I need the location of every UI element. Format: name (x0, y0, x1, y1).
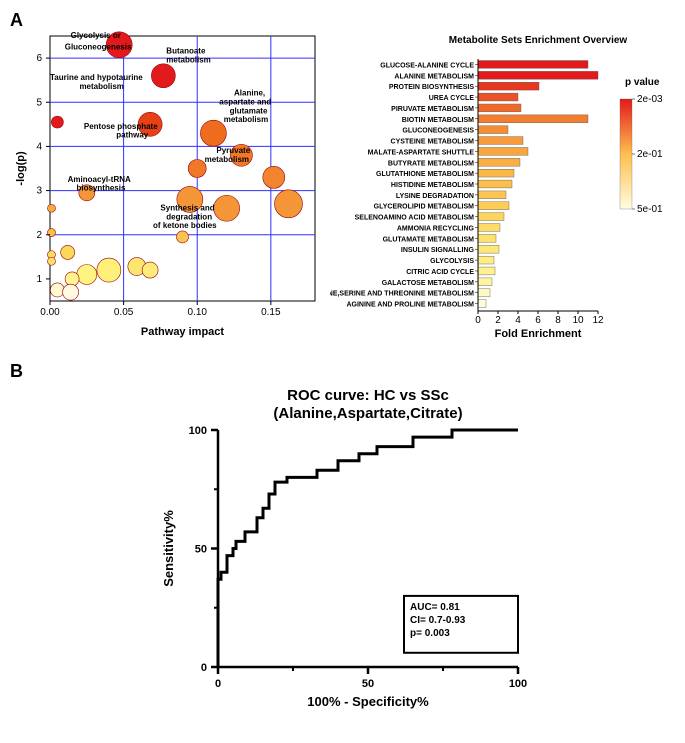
svg-text:GLYCINE,SERINE AND THREONINE M: GLYCINE,SERINE AND THREONINE METABOLISM (330, 291, 474, 298)
panel-b-label: B (10, 361, 675, 382)
bubble-svg: Glycolysis orGluconeogenesisButanoatemet… (10, 31, 320, 341)
svg-text:0: 0 (200, 662, 206, 674)
svg-text:glutamate: glutamate (230, 106, 268, 115)
bubble-chart: Glycolysis orGluconeogenesisButanoatemet… (10, 31, 320, 341)
svg-text:Pyruvate: Pyruvate (216, 146, 250, 155)
svg-text:metabolism: metabolism (205, 155, 249, 164)
svg-text:GLUTATHIONE METABOLISM: GLUTATHIONE METABOLISM (376, 171, 474, 178)
svg-text:1: 1 (36, 274, 42, 285)
svg-text:p value: p value (625, 77, 660, 88)
svg-text:HISTIDINE METABOLISM: HISTIDINE METABOLISM (391, 182, 474, 189)
svg-text:50: 50 (361, 678, 373, 690)
svg-text:UREA CYCLE: UREA CYCLE (429, 95, 475, 102)
svg-text:Glycolysis or: Glycolysis or (71, 31, 121, 40)
svg-text:CITRIC ACID CYCLE: CITRIC ACID CYCLE (406, 269, 474, 276)
svg-text:GLYCOLYSIS: GLYCOLYSIS (430, 258, 474, 265)
svg-text:50: 50 (194, 544, 206, 556)
svg-text:Butanoate: Butanoate (166, 47, 206, 56)
svg-text:Metabolite Sets Enrichment Ove: Metabolite Sets Enrichment Overview (449, 35, 628, 46)
svg-text:2e-03: 2e-03 (637, 94, 663, 105)
svg-text:10: 10 (572, 315, 584, 326)
svg-text:AUC= 0.81: AUC= 0.81 (410, 602, 460, 613)
svg-text:3: 3 (36, 186, 42, 197)
svg-text:aspartate and: aspartate and (219, 97, 271, 106)
svg-text:AMMONIA RECYCLING: AMMONIA RECYCLING (397, 225, 475, 232)
svg-text:5e-01: 5e-01 (637, 204, 663, 215)
bar-chart: Metabolite Sets Enrichment Overview GLUCO… (330, 31, 670, 341)
svg-text:p= 0.003: p= 0.003 (410, 628, 450, 639)
panel-a-label: A (10, 10, 675, 31)
svg-text:Pathway impact: Pathway impact (141, 326, 224, 338)
svg-text:(Alanine,Aspartate,Citrate): (Alanine,Aspartate,Citrate) (273, 405, 462, 422)
svg-text:metabolism: metabolism (224, 115, 268, 124)
svg-text:Taurine and hypotaurine: Taurine and hypotaurine (50, 73, 143, 82)
svg-text:PIRUVATE METABOLISM: PIRUVATE METABOLISM (391, 106, 474, 113)
svg-text:SELENOAMINO ACID METABOLISM: SELENOAMINO ACID METABOLISM (355, 215, 475, 222)
svg-text:2e-01: 2e-01 (637, 149, 663, 160)
svg-text:6: 6 (535, 315, 541, 326)
svg-text:BIOTIN METABOLISM: BIOTIN METABOLISM (402, 117, 474, 124)
svg-text:2: 2 (36, 230, 42, 241)
svg-text:ALANINE METABOLISM: ALANINE METABOLISM (394, 73, 474, 80)
svg-text:6: 6 (36, 53, 42, 64)
svg-text:MALATE-ASPARTATE SHUTTLE: MALATE-ASPARTATE SHUTTLE (368, 149, 475, 156)
svg-text:INSULIN SIGNALLING: INSULIN SIGNALLING (401, 247, 475, 254)
svg-text:AGININE AND PROLINE METABOLISM: AGININE AND PROLINE METABOLISM (346, 302, 474, 309)
svg-text:0.15: 0.15 (261, 307, 281, 318)
svg-text:Sensitivity%: Sensitivity% (161, 510, 176, 587)
svg-text:5: 5 (36, 97, 42, 108)
svg-text:0.05: 0.05 (114, 307, 134, 318)
svg-text:metabolism: metabolism (166, 56, 210, 65)
svg-text:GALACTOSE METABOLISM: GALACTOSE METABOLISM (382, 280, 474, 287)
svg-text:BUTYRATE METABOLISM: BUTYRATE METABOLISM (388, 160, 474, 167)
svg-text:4: 4 (515, 315, 521, 326)
svg-text:0.00: 0.00 (40, 307, 60, 318)
svg-text:Aminoacyl-tRNA: Aminoacyl-tRNA (68, 175, 131, 184)
svg-text:metabolism: metabolism (79, 82, 123, 91)
roc-chart: ROC curve: HC vs SSc(Alanine,Aspartate,C… (153, 382, 533, 712)
svg-text:4: 4 (36, 141, 42, 152)
svg-text:2: 2 (495, 315, 501, 326)
svg-text:PROTEIN BIOSYNTHESIS: PROTEIN BIOSYNTHESIS (389, 84, 475, 91)
svg-text:100: 100 (508, 678, 526, 690)
svg-text:CI= 0.7-0.93: CI= 0.7-0.93 (410, 615, 466, 626)
svg-text:GLYCEROLIPID METABOLISM: GLYCEROLIPID METABOLISM (374, 204, 475, 211)
svg-text:8: 8 (555, 315, 561, 326)
svg-text:12: 12 (592, 315, 604, 326)
svg-text:Fold Enrichment: Fold Enrichment (495, 328, 582, 340)
svg-text:ROC curve: HC vs SSc: ROC curve: HC vs SSc (287, 387, 449, 404)
svg-text:GLUTAMATE METABOLISM: GLUTAMATE METABOLISM (383, 236, 475, 243)
panel-a: Glycolysis orGluconeogenesisButanoatemet… (10, 31, 675, 341)
svg-text:100: 100 (188, 425, 206, 437)
svg-text:0: 0 (214, 678, 220, 690)
svg-text:Alanine,: Alanine, (234, 89, 265, 98)
svg-text:GLUCOSE-ALANINE CYCLE: GLUCOSE-ALANINE CYCLE (380, 62, 474, 69)
svg-text:-log(p): -log(p) (15, 151, 27, 186)
svg-text:CYSTEINE METABOLISM: CYSTEINE METABOLISM (391, 139, 475, 146)
svg-text:biosynthesis: biosynthesis (77, 184, 126, 193)
svg-text:LYSINE DEGRADATION: LYSINE DEGRADATION (396, 193, 474, 200)
svg-text:100% - Specificity%: 100% - Specificity% (307, 694, 429, 709)
svg-text:Pentose phosphate: Pentose phosphate (84, 122, 158, 131)
svg-text:of ketone bodies: of ketone bodies (153, 221, 217, 230)
svg-text:degradation: degradation (166, 212, 212, 221)
roc-svg: ROC curve: HC vs SSc(Alanine,Aspartate,C… (153, 382, 533, 712)
svg-text:pathway: pathway (116, 131, 149, 140)
svg-text:0.10: 0.10 (187, 307, 207, 318)
svg-text:Synthesis and: Synthesis and (160, 203, 214, 212)
svg-text:GLUCONEOGENESIS: GLUCONEOGENESIS (402, 128, 474, 135)
svg-text:Gluconeogenesis: Gluconeogenesis (65, 42, 132, 51)
bar-svg: Metabolite Sets Enrichment Overview GLUCO… (330, 31, 670, 341)
svg-text:0: 0 (475, 315, 481, 326)
